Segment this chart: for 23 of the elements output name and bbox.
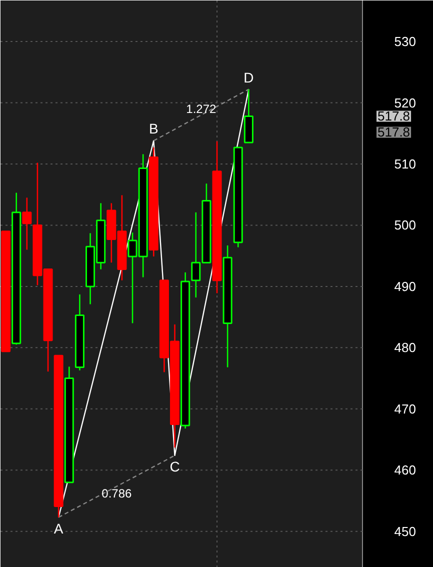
y-tick-label: 450 xyxy=(394,524,416,539)
y-tick-label: 480 xyxy=(394,340,416,356)
y-tick-label: 520 xyxy=(394,95,416,110)
candlestick xyxy=(212,140,222,294)
annotation: 517.8 xyxy=(378,108,410,124)
candlestick xyxy=(180,272,190,430)
annotation: B xyxy=(148,120,158,137)
annotation: 1.272 xyxy=(186,102,216,116)
y-tick-label: 500 xyxy=(394,218,416,233)
candlestick xyxy=(148,146,158,258)
annotation: 517.8 xyxy=(378,124,410,140)
y-tick-label: 490 xyxy=(394,278,416,294)
annotation: A xyxy=(54,520,64,536)
y-tick-label: 510 xyxy=(394,156,416,172)
candlestick xyxy=(222,244,232,368)
annotation: D xyxy=(244,69,254,86)
annotation: 0.786 xyxy=(102,486,132,500)
y-tick-label: 470 xyxy=(394,401,416,416)
annotation: C xyxy=(170,458,180,474)
y-tick-label: 460 xyxy=(394,462,416,478)
candlestick xyxy=(74,294,84,371)
y-tick-label: 530 xyxy=(394,34,416,50)
candlestick xyxy=(22,197,32,250)
